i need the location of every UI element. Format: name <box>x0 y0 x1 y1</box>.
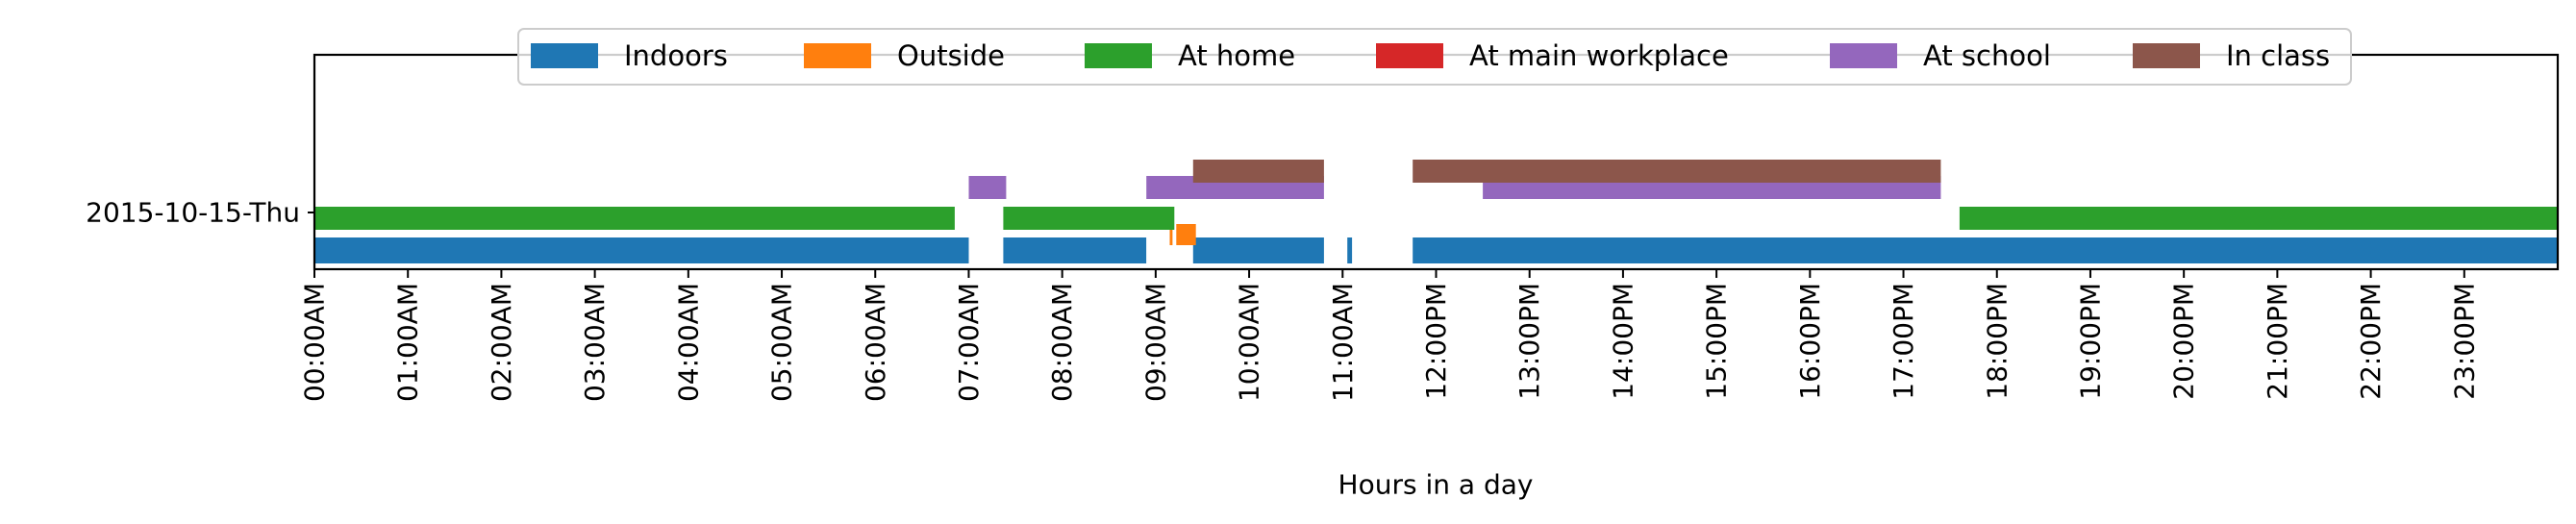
x-axis-label: Hours in a day <box>1338 469 1534 501</box>
x-tick-label: 07:00AM <box>953 283 985 402</box>
x-tick-label: 08:00AM <box>1046 283 1078 402</box>
legend-label: In class <box>2226 39 2330 72</box>
legend-label: At school <box>1923 39 2051 72</box>
x-tick-label: 04:00AM <box>672 283 704 402</box>
legend-label: At home <box>1178 39 1295 72</box>
x-tick-label: 20:00PM <box>2168 283 2200 400</box>
x-tick-label: 05:00AM <box>766 283 798 402</box>
x-axis: 00:00AM 01:00AM 02:00AM 03:00AM 04:00AM 05:00… <box>299 269 2480 402</box>
bar-in-class-1 <box>1413 160 1941 183</box>
bar-at-home-1 <box>1003 207 1175 230</box>
bar-at-school-0 <box>968 176 1007 199</box>
legend-swatch-outside <box>804 43 871 68</box>
x-tick-label: 13:00PM <box>1513 283 1545 400</box>
legend-label: At main workplace <box>1469 39 1729 72</box>
x-tick-label: 06:00AM <box>860 283 891 402</box>
y-axis: 2015-10-15-Thu <box>86 197 314 229</box>
legend-swatch-at-main-workplace <box>1376 43 1443 68</box>
x-tick-label: 01:00AM <box>392 283 424 402</box>
legend-swatch-at-school <box>1830 43 1897 68</box>
bar-at-home-2 <box>1959 207 2558 230</box>
x-tick-label: 09:00AM <box>1139 283 1171 402</box>
legend: Indoors Outside At home At main workplace At… <box>517 28 2352 86</box>
legend-swatch-indoors <box>531 43 598 68</box>
x-tick-label: 03:00AM <box>579 283 611 402</box>
bar-outside-1 <box>1176 224 1196 245</box>
x-tick-label: 16:00PM <box>1794 283 1826 400</box>
x-tick-label: 10:00AM <box>1234 283 1265 402</box>
legend-label: Indoors <box>624 39 728 72</box>
bar-indoors-0 <box>314 237 969 263</box>
x-tick-label: 23:00PM <box>2448 283 2480 400</box>
legend-label: Outside <box>897 39 1005 72</box>
bar-at-home-0 <box>314 207 955 230</box>
x-tick-label: 21:00PM <box>2262 283 2293 400</box>
x-tick-label: 00:00AM <box>299 283 331 402</box>
legend-swatch-at-home <box>1085 43 1152 68</box>
row-label: 2015-10-15-Thu <box>86 197 300 229</box>
bar-in-class-0 <box>1192 160 1324 183</box>
x-tick-label: 15:00PM <box>1701 283 1733 400</box>
x-tick-label: 12:00PM <box>1420 283 1452 400</box>
x-tick-label: 11:00AM <box>1327 283 1359 402</box>
x-tick-label: 22:00PM <box>2355 283 2387 400</box>
bars-layer <box>314 160 2558 263</box>
x-tick-label: 18:00PM <box>1981 283 2013 400</box>
bar-indoors-3 <box>1347 237 1353 263</box>
bar-indoors-4 <box>1413 237 2558 263</box>
bar-outside-0 <box>1169 224 1173 245</box>
bar-indoors-1 <box>1003 237 1147 263</box>
x-tick-label: 02:00AM <box>486 283 517 402</box>
legend-swatch-in-class <box>2133 43 2200 68</box>
x-tick-label: 17:00PM <box>1888 283 1919 400</box>
x-tick-label: 19:00PM <box>2074 283 2106 400</box>
x-tick-label: 14:00PM <box>1607 283 1638 400</box>
bar-indoors-2 <box>1192 237 1324 263</box>
